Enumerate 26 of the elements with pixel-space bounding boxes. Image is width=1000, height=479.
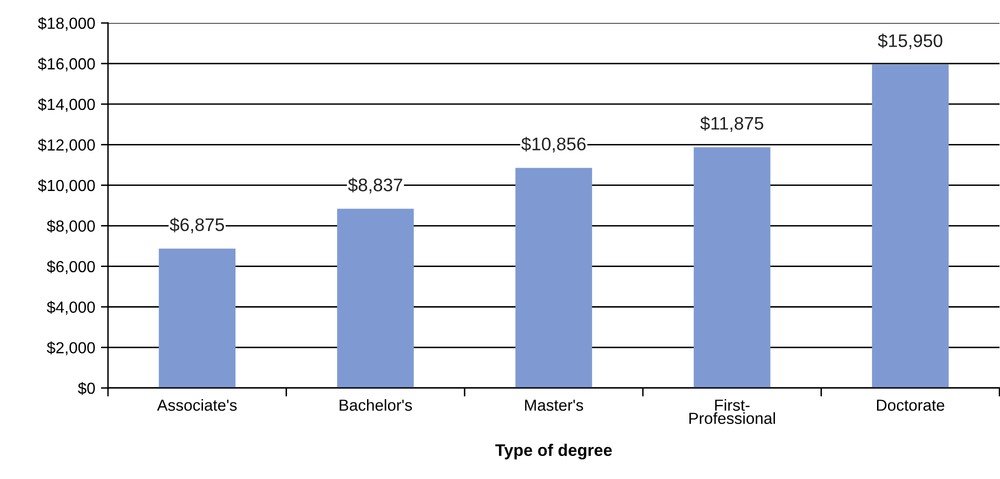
y-tick-label: $12,000 bbox=[38, 138, 95, 152]
bar bbox=[158, 248, 236, 388]
y-tick-label: $4,000 bbox=[46, 300, 95, 315]
y-tick-label: $8,000 bbox=[46, 220, 95, 234]
bar bbox=[515, 168, 592, 388]
y-tick-label: $14,000 bbox=[38, 98, 95, 112]
x-tick-label: Master's bbox=[525, 400, 584, 411]
y-tick-label: $18,000 bbox=[38, 16, 95, 31]
y-tick-label: $10,000 bbox=[38, 179, 95, 194]
y-tick-label: $0 bbox=[78, 382, 95, 395]
x-tick-label: Doctorate bbox=[877, 400, 944, 411]
bar bbox=[337, 208, 414, 388]
bar bbox=[694, 147, 770, 388]
y-tick-label: $2,000 bbox=[46, 341, 95, 356]
x-tick-label: Bachelor's bbox=[340, 399, 412, 411]
bar bbox=[872, 64, 949, 388]
data-label: $15,950 bbox=[878, 34, 942, 50]
x-axis-title: Type of degree bbox=[495, 444, 612, 460]
data-label: $6,875 bbox=[170, 218, 224, 234]
x-tick-label: Associate's bbox=[157, 399, 237, 411]
y-tick-label: $16,000 bbox=[38, 58, 95, 72]
data-label: $8,837 bbox=[348, 178, 402, 194]
data-label: $10,856 bbox=[521, 136, 586, 153]
y-tick-label: $6,000 bbox=[46, 260, 95, 274]
x-tick-label: First- Professional bbox=[689, 399, 775, 424]
data-label: $11,875 bbox=[700, 116, 764, 132]
